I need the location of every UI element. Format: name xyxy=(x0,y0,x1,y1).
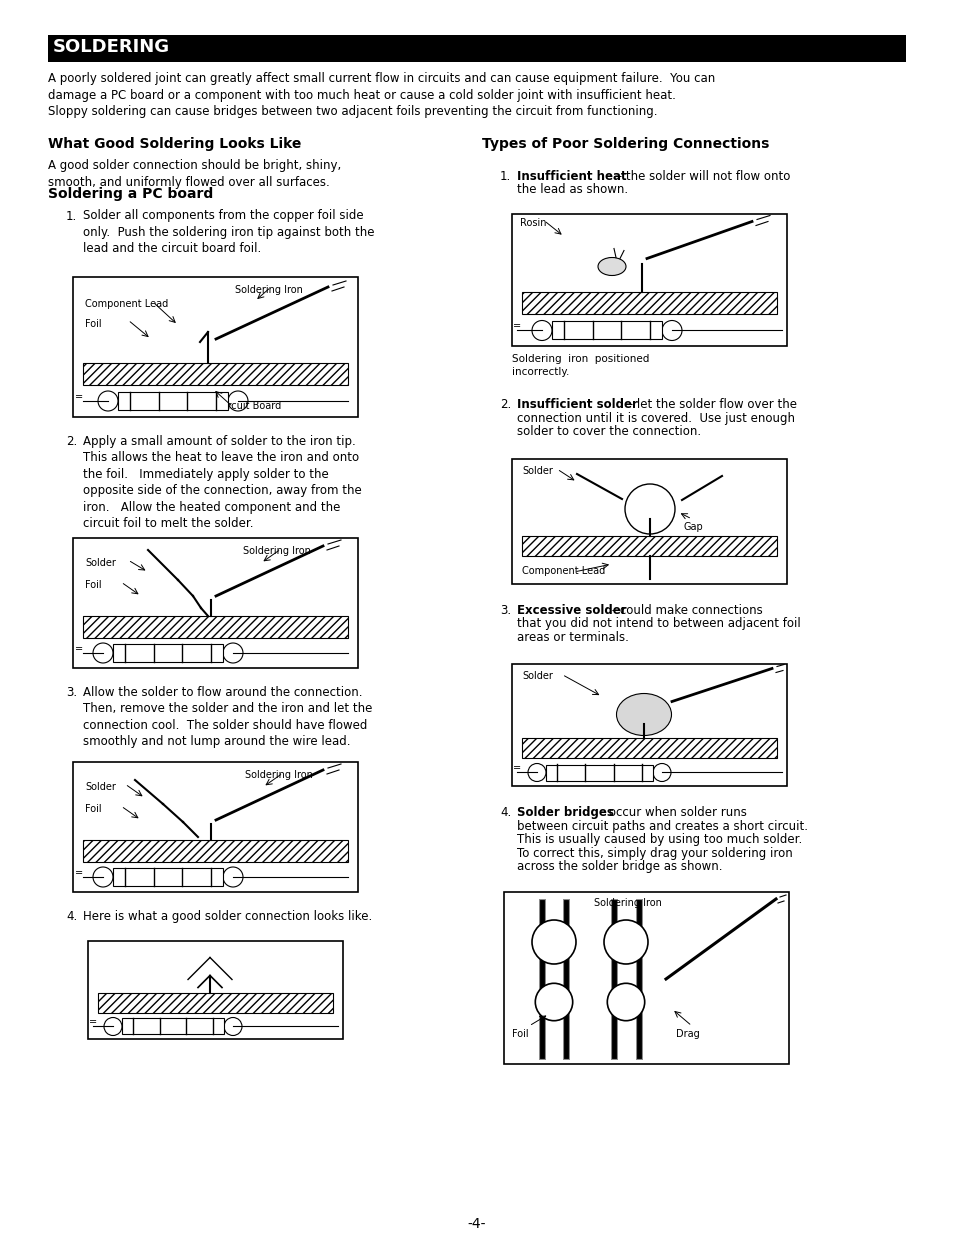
Bar xyxy=(73,277,357,417)
Text: Insufficient heat: Insufficient heat xyxy=(517,169,626,183)
Text: between circuit paths and creates a short circuit.: between circuit paths and creates a shor… xyxy=(517,820,807,832)
Text: Types of Poor Soldering Connections: Types of Poor Soldering Connections xyxy=(481,137,768,152)
Bar xyxy=(83,363,348,385)
Bar xyxy=(512,215,786,347)
Bar xyxy=(521,293,776,315)
Circle shape xyxy=(532,920,576,965)
Bar xyxy=(88,941,343,1040)
Ellipse shape xyxy=(598,258,625,275)
Text: Solder: Solder xyxy=(521,466,553,475)
Text: =: = xyxy=(75,391,83,403)
Bar xyxy=(118,391,228,410)
Text: - could make connections: - could make connections xyxy=(608,604,762,618)
Circle shape xyxy=(603,920,647,965)
Text: the lead as shown.: the lead as shown. xyxy=(517,183,627,196)
Text: Foil: Foil xyxy=(85,319,102,329)
Text: A poorly soldered joint can greatly affect small current flow in circuits and ca: A poorly soldered joint can greatly affe… xyxy=(48,72,715,119)
Bar xyxy=(512,664,786,787)
Text: 2.: 2. xyxy=(499,399,511,411)
Bar xyxy=(112,868,223,885)
Text: Rosin: Rosin xyxy=(519,219,546,228)
Bar xyxy=(73,762,357,892)
Text: Solder all components from the copper foil side
only.  Push the soldering iron t: Solder all components from the copper fo… xyxy=(83,210,375,256)
Text: 2.: 2. xyxy=(66,435,77,448)
Text: Component Lead: Component Lead xyxy=(521,566,604,576)
Bar xyxy=(512,459,786,584)
Bar xyxy=(521,536,776,556)
Text: A good solder connection should be bright, shiny,
smooth, and uniformly flowed o: A good solder connection should be brigh… xyxy=(48,159,341,189)
Text: 1.: 1. xyxy=(66,210,77,222)
Text: Soldering Iron: Soldering Iron xyxy=(245,769,313,781)
Text: Solder: Solder xyxy=(85,782,115,792)
Bar xyxy=(112,643,223,662)
Text: solder to cover the connection.: solder to cover the connection. xyxy=(517,426,700,438)
Text: Excessive solder: Excessive solder xyxy=(517,604,626,618)
Text: 1.: 1. xyxy=(499,169,511,183)
Text: =: = xyxy=(75,643,83,655)
Text: Solder: Solder xyxy=(521,672,553,682)
Text: - the solder will not flow onto: - the solder will not flow onto xyxy=(614,169,789,183)
Bar xyxy=(503,892,788,1065)
Text: 3.: 3. xyxy=(66,685,77,699)
Text: Apply a small amount of solder to the iron tip.
This allows the heat to leave th: Apply a small amount of solder to the ir… xyxy=(83,435,361,531)
Text: 3.: 3. xyxy=(499,604,511,618)
Text: Component Lead: Component Lead xyxy=(85,299,168,309)
Text: This is usually caused by using too much solder.: This is usually caused by using too much… xyxy=(517,834,801,846)
Text: Soldering a PC board: Soldering a PC board xyxy=(48,188,213,201)
Text: connection until it is covered.  Use just enough: connection until it is covered. Use just… xyxy=(517,412,794,425)
Text: =: = xyxy=(513,763,520,773)
Bar xyxy=(98,993,333,1014)
Text: Soldering Iron: Soldering Iron xyxy=(234,285,302,295)
Text: Solder bridges: Solder bridges xyxy=(517,806,613,820)
Bar xyxy=(83,616,348,638)
Text: Soldering Iron: Soldering Iron xyxy=(594,898,661,908)
Text: =: = xyxy=(89,1018,97,1028)
Text: Soldering  iron  positioned
incorrectly.: Soldering iron positioned incorrectly. xyxy=(512,354,649,377)
Text: =: = xyxy=(513,321,520,331)
Text: -4-: -4- xyxy=(467,1216,486,1231)
Circle shape xyxy=(535,983,572,1020)
Bar xyxy=(552,321,661,340)
Bar xyxy=(48,35,905,62)
Bar xyxy=(122,1019,224,1035)
Text: areas or terminals.: areas or terminals. xyxy=(517,631,628,643)
Text: Foil: Foil xyxy=(85,804,102,814)
Text: Drag: Drag xyxy=(676,1029,699,1039)
Text: 4.: 4. xyxy=(66,910,77,923)
Text: Foil: Foil xyxy=(85,580,102,590)
Text: Allow the solder to flow around the connection.
Then, remove the solder and the : Allow the solder to flow around the conn… xyxy=(83,685,372,748)
Text: 4.: 4. xyxy=(499,806,511,820)
Text: Insufficient solder: Insufficient solder xyxy=(517,399,638,411)
Text: SOLDERING: SOLDERING xyxy=(53,38,170,56)
Text: - let the solder flow over the: - let the solder flow over the xyxy=(624,399,797,411)
Text: across the solder bridge as shown.: across the solder bridge as shown. xyxy=(517,861,721,873)
Text: To correct this, simply drag your soldering iron: To correct this, simply drag your solder… xyxy=(517,847,792,860)
Bar xyxy=(521,739,776,758)
Text: What Good Soldering Looks Like: What Good Soldering Looks Like xyxy=(48,137,301,152)
Text: Solder: Solder xyxy=(85,558,115,568)
Text: Soldering Iron: Soldering Iron xyxy=(243,546,311,556)
Text: Foil: Foil xyxy=(512,1029,528,1039)
Bar xyxy=(545,764,652,781)
Text: Circuit Board: Circuit Board xyxy=(218,401,281,411)
Text: Gap: Gap xyxy=(683,522,703,532)
Text: Here is what a good solder connection looks like.: Here is what a good solder connection lo… xyxy=(83,910,372,923)
Text: - occur when solder runs: - occur when solder runs xyxy=(597,806,746,820)
Bar xyxy=(83,840,348,862)
Text: =: = xyxy=(75,868,83,878)
Circle shape xyxy=(607,983,644,1020)
Bar xyxy=(73,538,357,668)
Ellipse shape xyxy=(616,694,671,736)
Text: that you did not intend to between adjacent foil: that you did not intend to between adjac… xyxy=(517,618,800,631)
